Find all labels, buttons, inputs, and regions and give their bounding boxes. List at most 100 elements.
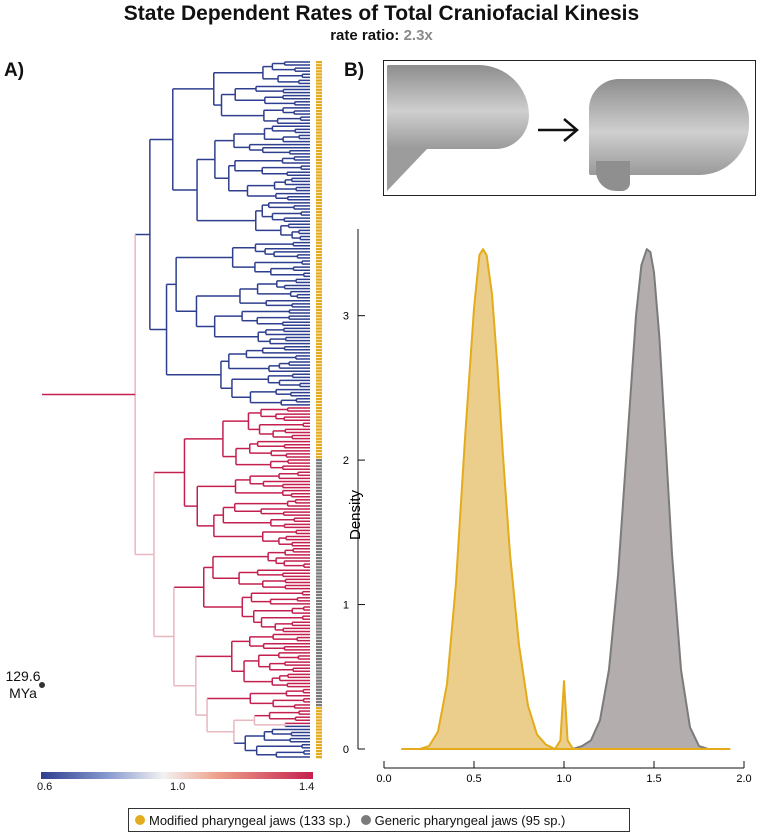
tip-state-bar <box>316 431 322 434</box>
tip-state-bar <box>316 351 322 355</box>
chart-subtitle: rate ratio: 2.3x <box>0 27 763 44</box>
chart-title: State Dependent Rates of Total Craniofac… <box>123 2 640 25</box>
tip-state-bar <box>316 550 322 554</box>
tip-state-bar <box>316 284 322 287</box>
tip-state-bar <box>316 183 322 186</box>
tip-state-bar <box>316 673 322 676</box>
tip-state-bar <box>316 403 322 407</box>
tip-state-bar <box>316 639 322 642</box>
tip-state-bar <box>316 437 322 440</box>
tip-state-bar <box>316 532 322 535</box>
tip-state-bar <box>316 106 322 110</box>
fish-photo-panel <box>383 60 756 196</box>
tip-state-bar <box>316 318 322 321</box>
tip-state-bar <box>316 364 322 367</box>
scale-tick-label: 0.6 <box>37 781 53 793</box>
tip-state-bar <box>316 299 322 303</box>
tip-state-bar <box>316 122 322 125</box>
tip-state-bar <box>316 563 322 566</box>
tip-state-bar <box>316 162 322 165</box>
y-axis-label: Density <box>347 489 364 540</box>
tip-state-bar <box>316 474 322 477</box>
tip-state-bar <box>316 110 322 113</box>
tip-state-bar <box>316 624 322 627</box>
tip-state-bar <box>316 667 322 670</box>
y-tick-label: 3 <box>343 311 349 323</box>
tip-state-bar <box>316 682 322 685</box>
tip-state-bar <box>316 238 322 241</box>
tip-state-bar <box>316 269 322 272</box>
tip-state-bar <box>316 290 322 293</box>
tip-state-bar <box>316 103 322 107</box>
panel-a-label: A) <box>4 60 25 81</box>
root-node-marker <box>39 682 45 688</box>
tip-state-bar <box>316 223 322 226</box>
tip-state-bar <box>316 302 322 306</box>
tip-state-bar <box>316 400 322 404</box>
tip-state-bar <box>316 195 322 198</box>
tip-state-bar <box>316 165 322 168</box>
tip-state-bar <box>316 609 322 612</box>
fish-open-jaw-image <box>589 79 749 175</box>
rate-ratio-label: rate ratio: <box>330 27 400 44</box>
legend-item-modified: Modified pharyngeal jaws (133 sp.) <box>135 813 351 828</box>
tip-state-bar <box>316 336 322 339</box>
tip-state-bar <box>316 658 322 661</box>
tip-state-bar <box>316 495 322 499</box>
tip-state-bar <box>316 602 322 606</box>
tip-state-bar <box>316 731 322 734</box>
tip-state-bar <box>316 232 322 235</box>
density-area-modified <box>401 248 731 750</box>
tip-state-bar <box>316 569 322 572</box>
tip-state-bar <box>316 465 322 468</box>
tip-state-bar <box>316 713 322 716</box>
tip-state-bar <box>316 756 322 759</box>
tip-state-bar <box>316 615 322 618</box>
tip-state-bar <box>316 333 322 336</box>
tip-state-bar <box>316 719 322 722</box>
tip-state-bar <box>316 434 322 437</box>
tip-state-bar <box>316 171 322 174</box>
tip-state-bar <box>316 529 322 532</box>
tip-state-bar <box>316 584 322 587</box>
tip-state-bar <box>316 498 322 502</box>
tip-state-bar <box>316 700 322 704</box>
tip-state-bar <box>316 391 322 394</box>
tip-state-bar <box>316 661 322 664</box>
tip-state-bar <box>316 119 322 122</box>
tip-state-bar <box>316 113 322 116</box>
tip-state-bar <box>316 379 322 382</box>
tip-state-bar <box>316 413 322 416</box>
tip-state-bar <box>316 73 322 76</box>
tip-state-bar <box>316 618 322 621</box>
tip-state-bar <box>316 367 322 370</box>
scale-tick-label: 1.4 <box>299 781 315 793</box>
tip-state-bar <box>316 361 322 364</box>
tip-state-bar <box>316 174 322 177</box>
tip-state-bar <box>316 679 322 682</box>
tip-state-bar <box>316 517 322 520</box>
tip-state-bar <box>316 651 322 655</box>
fish-closed-jaw-image <box>387 65 529 149</box>
tip-state-bar <box>316 244 322 247</box>
tip-state-bar <box>316 260 322 263</box>
tip-state-bar <box>316 685 322 688</box>
tip-state-bar <box>316 553 322 557</box>
tip-state-bar <box>316 134 322 137</box>
tip-state-bar <box>316 312 322 315</box>
tip-state-bar <box>316 220 322 223</box>
tip-state-bar <box>316 483 322 486</box>
tip-state-bar <box>316 263 322 266</box>
tip-state-bar <box>316 278 322 281</box>
y-tick-label: 0 <box>343 744 349 756</box>
tip-state-bar <box>316 143 322 146</box>
tip-state-bar <box>316 198 322 202</box>
tip-state-bar <box>316 128 322 131</box>
tip-state-bar <box>316 728 322 731</box>
tip-state-bar <box>316 456 322 459</box>
tip-state-bar <box>316 523 322 526</box>
tip-state-bar <box>316 697 322 701</box>
tip-state-bar <box>316 296 322 299</box>
tip-state-bar <box>316 440 322 443</box>
